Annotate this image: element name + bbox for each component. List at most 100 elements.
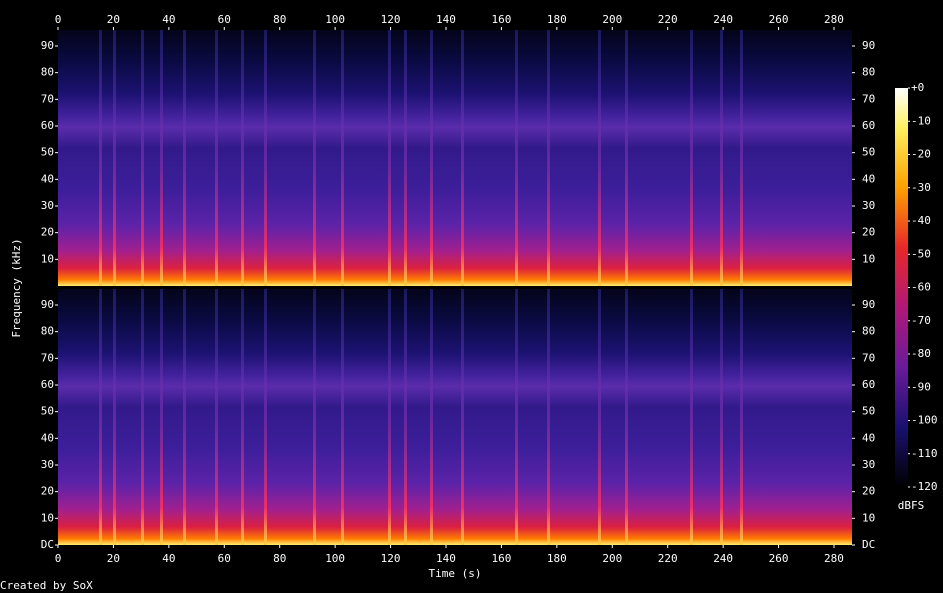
y-tick-label-right: 30 — [862, 199, 875, 212]
x-tick-label: 140 — [436, 13, 456, 26]
colorbar-tick-label: -70 — [911, 314, 931, 327]
transient — [388, 289, 391, 545]
transient — [99, 30, 102, 286]
y-tick-label-right: 40 — [862, 172, 875, 185]
x-tick-label: 220 — [658, 552, 678, 565]
x-tick-label: 260 — [769, 552, 789, 565]
y-tick-label: 30 — [41, 199, 54, 212]
transient — [515, 30, 518, 286]
transient — [461, 30, 464, 286]
y-tick-label: 60 — [41, 378, 54, 391]
transient — [720, 289, 723, 545]
transient — [430, 30, 433, 286]
y-tick-label: 70 — [41, 351, 54, 364]
transient — [160, 30, 163, 286]
transient — [341, 30, 344, 286]
x-tick-label: 240 — [713, 13, 733, 26]
transient — [740, 30, 743, 286]
y-tick-label-right: 20 — [862, 485, 875, 498]
y-tick-label: 40 — [41, 431, 54, 444]
colorbar-tick-label: -10 — [911, 114, 931, 127]
colorbar-tick-label: -90 — [911, 380, 931, 393]
x-tick-label: 260 — [769, 13, 789, 26]
y-tick-label-right: 60 — [862, 119, 875, 132]
y-tick-label: 10 — [41, 252, 54, 265]
x-tick-label: 0 — [55, 552, 62, 565]
transient — [183, 30, 186, 286]
x-tick-label: 0 — [55, 13, 62, 26]
x-tick-label: 280 — [824, 13, 844, 26]
transient — [547, 289, 550, 545]
y-tick-label: 80 — [41, 325, 54, 338]
transient — [625, 30, 628, 286]
transient — [515, 289, 518, 545]
transient — [404, 30, 407, 286]
y-axis-title: Frequency (kHz) — [10, 238, 23, 337]
colorbar-tick-label: -50 — [911, 247, 931, 260]
x-tick-label: 200 — [602, 552, 622, 565]
y-tick-label-right: 80 — [862, 325, 875, 338]
y-tick-label-right: 80 — [862, 66, 875, 79]
y-tick-label: DC — [41, 538, 54, 551]
colorbar-tick-label: -30 — [911, 181, 931, 194]
transient — [264, 289, 267, 545]
x-tick-label: 180 — [547, 13, 567, 26]
x-tick-label: 160 — [491, 552, 511, 565]
colorbar-tick-label: -40 — [911, 214, 931, 227]
colorbar-tick-label: -20 — [911, 148, 931, 161]
y-tick-label: 90 — [41, 39, 54, 52]
transient — [113, 289, 116, 545]
y-tick-label: 70 — [41, 92, 54, 105]
y-tick-label-right: 70 — [862, 351, 875, 364]
transient — [241, 289, 244, 545]
colorbar-tick-label: -60 — [911, 281, 931, 294]
x-tick-label: 120 — [381, 13, 401, 26]
colorbar-tick-label: -80 — [911, 347, 931, 360]
transient — [215, 30, 218, 286]
y-tick-label-right: 40 — [862, 431, 875, 444]
y-tick-label: 60 — [41, 119, 54, 132]
transient — [547, 30, 550, 286]
transient — [598, 289, 601, 545]
x-tick-label: 80 — [273, 13, 286, 26]
y-tick-label-right: 60 — [862, 378, 875, 391]
colorbar-label: dBFS — [898, 499, 925, 512]
x-tick-label: 220 — [658, 13, 678, 26]
transient — [690, 30, 693, 286]
x-tick-label: 100 — [325, 552, 345, 565]
transient — [404, 289, 407, 545]
y-tick-label-right: 50 — [862, 146, 875, 159]
y-tick-label-right: 50 — [862, 405, 875, 418]
transient — [720, 30, 723, 286]
x-tick-label: 160 — [491, 13, 511, 26]
y-tick-label-right: 10 — [862, 511, 875, 524]
colorbar-tick-label: -120 — [911, 480, 938, 493]
x-tick-label: 60 — [218, 552, 231, 565]
transient — [313, 289, 316, 545]
transient — [598, 30, 601, 286]
y-tick-label-right: DC — [862, 538, 875, 551]
transients — [99, 30, 743, 545]
transient — [690, 289, 693, 545]
x-tick-label: 60 — [218, 13, 231, 26]
y-tick-label: 50 — [41, 146, 54, 159]
y-tick-label-right: 20 — [862, 226, 875, 239]
transient — [160, 289, 163, 545]
x-tick-label: 140 — [436, 552, 456, 565]
transient — [241, 30, 244, 286]
transient — [430, 289, 433, 545]
x-tick-label: 120 — [381, 552, 401, 565]
y-tick-label: 20 — [41, 485, 54, 498]
y-tick-label-right: 90 — [862, 298, 875, 311]
transient — [141, 289, 144, 545]
y-tick-label-right: 10 — [862, 252, 875, 265]
transient — [740, 289, 743, 545]
colorbar-tick-label: -110 — [911, 447, 938, 460]
y-tick-label-right: 30 — [862, 458, 875, 471]
transient — [388, 30, 391, 286]
y-tick-label-right: 90 — [862, 39, 875, 52]
footer: Created by SoX — [0, 579, 93, 592]
y-tick-label: 40 — [41, 172, 54, 185]
transient — [341, 289, 344, 545]
